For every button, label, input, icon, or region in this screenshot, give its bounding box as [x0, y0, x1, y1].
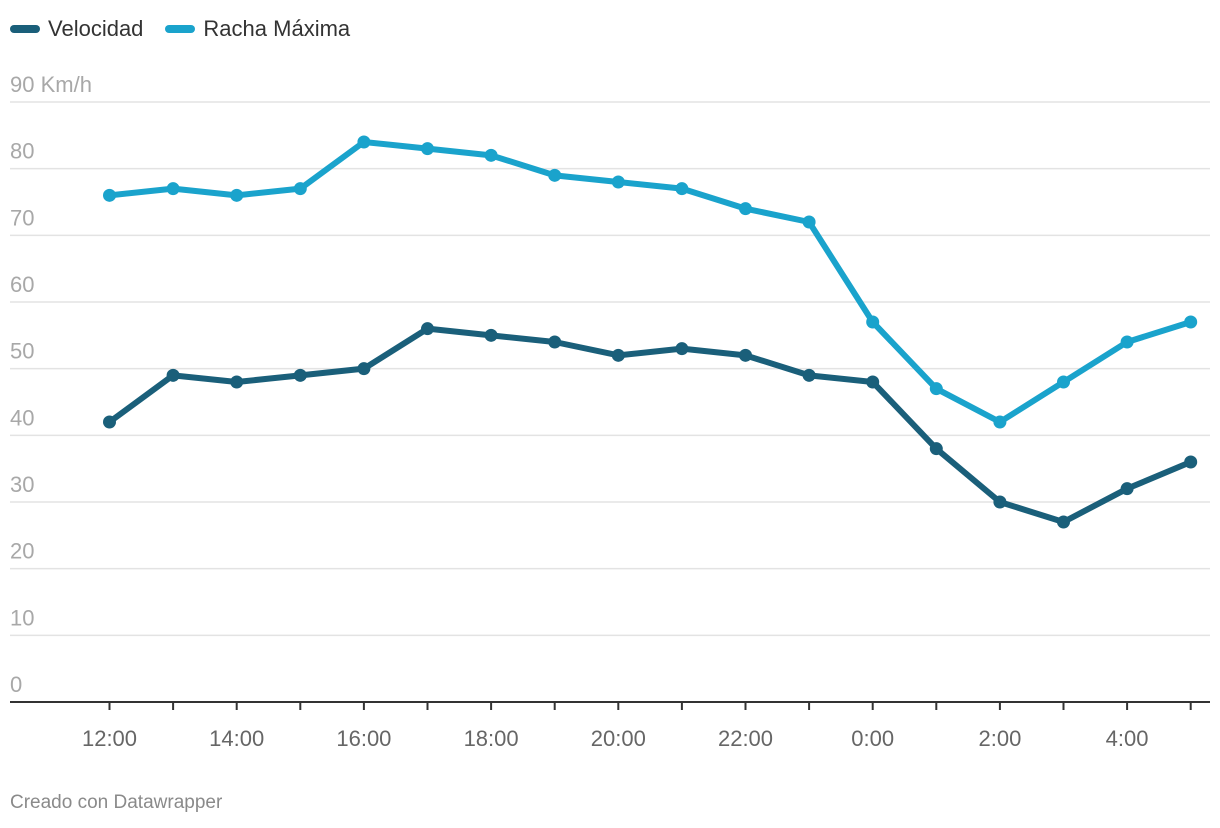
x-tick-label-12: 0:00 — [851, 726, 894, 751]
data-point-velocidad-14 — [993, 495, 1007, 509]
data-point-velocidad-0 — [103, 415, 116, 429]
y-tick-label-70: 70 — [10, 205, 34, 230]
legend-swatch-velocidad — [10, 25, 40, 33]
x-tick-label-10: 22:00 — [718, 726, 773, 751]
x-tick-label-0: 12:00 — [82, 726, 137, 751]
x-tick-label-2: 14:00 — [209, 726, 264, 751]
data-point-velocidad-17 — [1184, 455, 1198, 469]
data-point-racha-m-xima-0 — [103, 188, 116, 202]
data-point-racha-m-xima-3 — [293, 182, 307, 196]
data-point-velocidad-16 — [1120, 482, 1134, 496]
data-point-velocidad-11 — [802, 368, 816, 382]
x-tick-label-6: 18:00 — [464, 726, 519, 751]
data-point-racha-m-xima-1 — [166, 182, 180, 196]
data-point-racha-m-xima-2 — [230, 188, 244, 202]
data-point-racha-m-xima-8 — [611, 175, 625, 189]
data-point-racha-m-xima-13 — [929, 382, 943, 396]
legend-label-racha-maxima: Racha Máxima — [203, 16, 351, 41]
data-point-velocidad-7 — [548, 335, 562, 349]
x-tick-label-8: 20:00 — [591, 726, 646, 751]
y-tick-label-80: 80 — [10, 139, 34, 164]
data-point-racha-m-xima-14 — [993, 415, 1007, 429]
data-point-racha-m-xima-7 — [548, 168, 562, 182]
data-point-racha-m-xima-6 — [484, 148, 498, 162]
x-tick-label-4: 16:00 — [336, 726, 391, 751]
credit-text: Creado con Datawrapper — [10, 792, 223, 813]
data-point-racha-m-xima-16 — [1120, 335, 1134, 349]
data-point-velocidad-5 — [421, 322, 434, 336]
data-point-racha-m-xima-10 — [739, 202, 752, 216]
data-point-velocidad-8 — [611, 348, 625, 362]
y-tick-label-20: 20 — [10, 539, 34, 564]
data-point-velocidad-3 — [293, 368, 307, 382]
data-point-racha-m-xima-9 — [675, 182, 689, 196]
x-tick-label-16: 4:00 — [1106, 726, 1149, 751]
y-tick-label-90: 90 Km/h — [10, 72, 92, 97]
data-point-racha-m-xima-4 — [357, 135, 371, 149]
legend-label-velocidad: Velocidad — [48, 16, 144, 41]
legend-swatch-racha-maxima — [165, 25, 196, 33]
data-point-racha-m-xima-11 — [802, 215, 816, 229]
data-point-velocidad-6 — [484, 328, 498, 342]
y-tick-label-10: 10 — [10, 605, 34, 630]
data-point-racha-m-xima-15 — [1057, 375, 1070, 389]
legend: Velocidad Racha Máxima — [10, 16, 350, 42]
data-point-velocidad-2 — [230, 375, 244, 389]
y-tick-label-30: 30 — [10, 472, 34, 497]
y-tick-label-60: 60 — [10, 272, 34, 297]
y-tick-label-50: 50 — [10, 339, 34, 364]
y-tick-label-40: 40 — [10, 405, 34, 430]
data-point-velocidad-15 — [1057, 515, 1070, 529]
y-tick-label-0: 0 — [10, 672, 22, 697]
series-line-velocidad — [106, 325, 1194, 525]
data-point-velocidad-9 — [675, 342, 689, 356]
data-point-velocidad-1 — [166, 368, 180, 382]
data-point-velocidad-13 — [929, 442, 943, 456]
data-point-racha-m-xima-12 — [866, 315, 880, 329]
data-point-velocidad-4 — [357, 362, 371, 376]
data-point-velocidad-12 — [866, 375, 880, 389]
series-line-racha-m-xima — [106, 139, 1194, 425]
x-tick-label-14: 2:00 — [978, 726, 1021, 751]
data-point-racha-m-xima-5 — [421, 142, 434, 156]
legend-item-velocidad: Velocidad — [10, 16, 143, 42]
data-point-racha-m-xima-17 — [1184, 315, 1198, 329]
legend-item-racha-maxima: Racha Máxima — [165, 16, 350, 42]
data-point-velocidad-10 — [739, 348, 752, 362]
